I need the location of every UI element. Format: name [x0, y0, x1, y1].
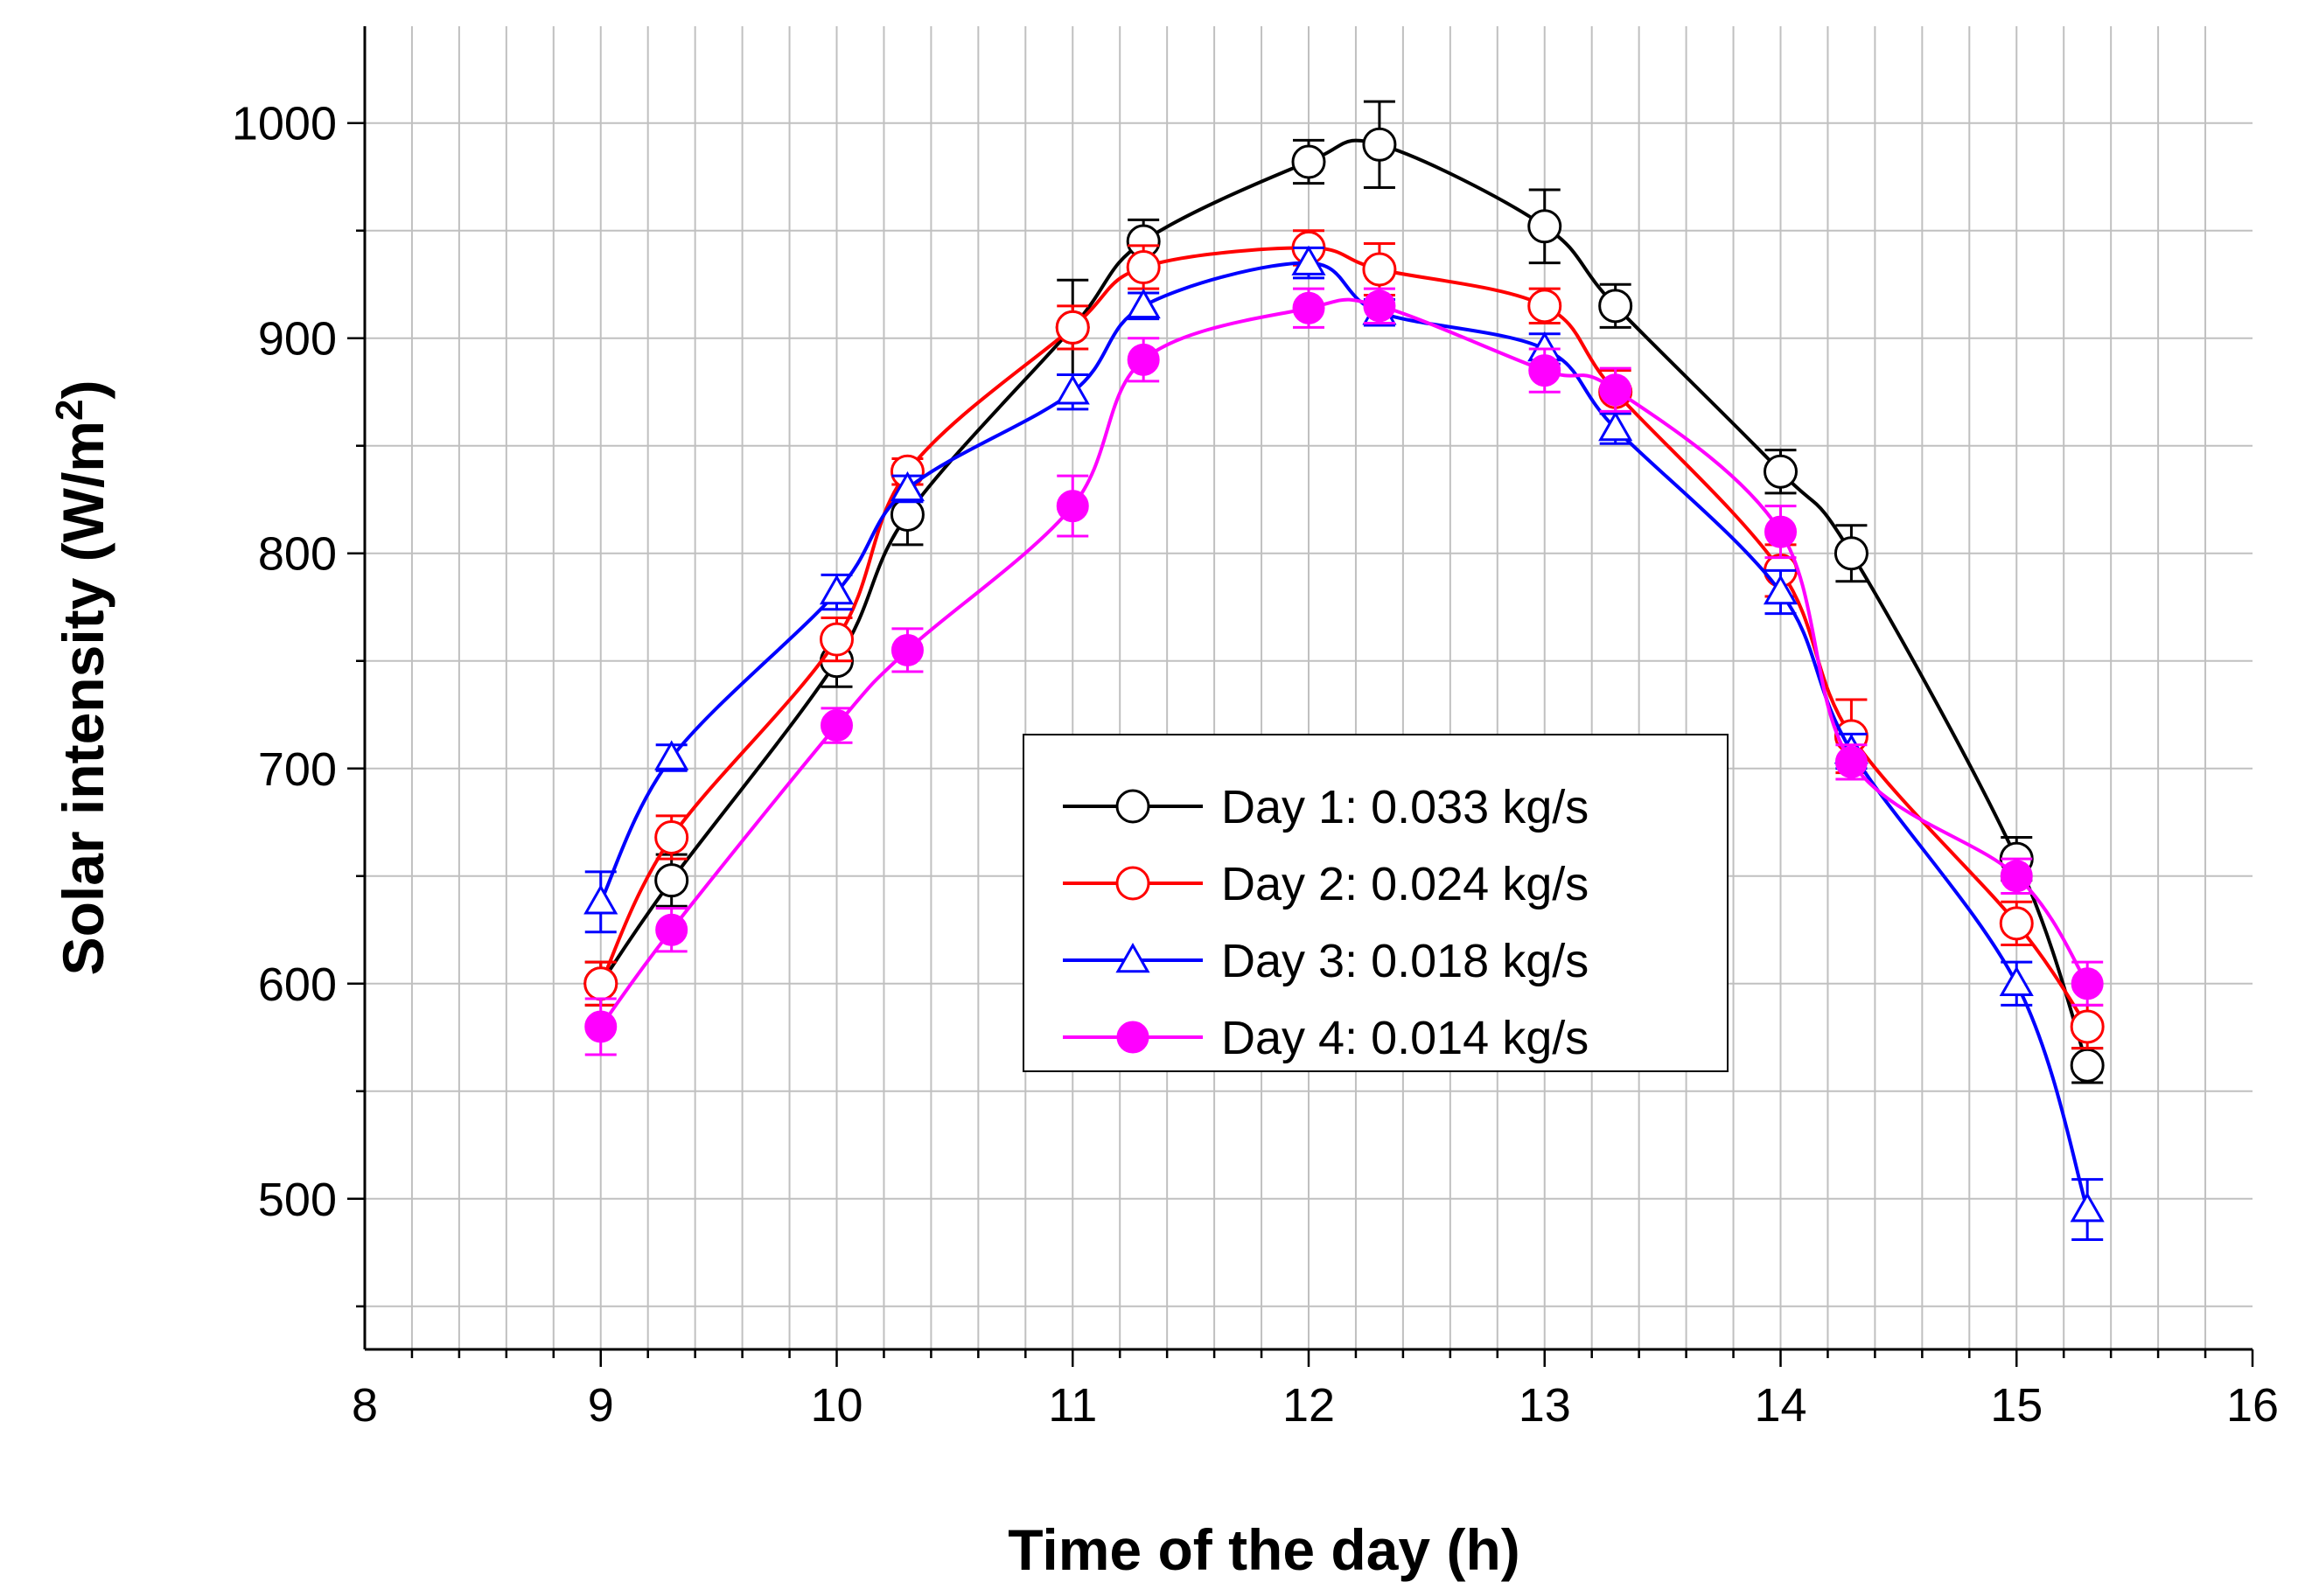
data-point — [2070, 1009, 2105, 1044]
legend: Day 1: 0.033 kg/s Day 2: 0.024 kg/s Day 3:… — [1023, 734, 1729, 1072]
data-point — [1527, 289, 1562, 324]
data-point — [1055, 310, 1090, 345]
y-tick-label: 900 — [258, 313, 337, 366]
y-axis-title: Solar intensity (W/m2) — [48, 380, 115, 976]
data-point — [654, 819, 689, 854]
data-point — [1764, 454, 1798, 489]
y-tick-label: 700 — [258, 743, 337, 796]
data-point — [819, 574, 855, 605]
data-point — [1363, 289, 1396, 323]
y-tick-label: 500 — [258, 1174, 337, 1226]
data-point — [1055, 374, 1090, 405]
data-point — [820, 622, 854, 657]
data-point — [1291, 144, 1326, 179]
legend-label: Day 4: 0.014 kg/s — [1221, 1012, 1589, 1064]
legend-marker — [1115, 789, 1150, 824]
data-point — [1999, 965, 2034, 997]
data-point — [1127, 343, 1160, 376]
y-tick-label: 800 — [258, 528, 337, 581]
data-point — [2000, 860, 2033, 893]
data-point — [1834, 536, 1868, 571]
x-tick-label: 15 — [1990, 1379, 2043, 1432]
tick-labels: 8 9 10 11 12 13 14 15 16 500 600 700 800 900 1000 — [232, 98, 2279, 1432]
data-point — [1126, 288, 1161, 319]
y-axis-title-main: Solar intensity (W/m — [51, 421, 115, 975]
data-point — [1056, 490, 1089, 523]
data-point — [583, 966, 618, 1001]
y-tick-label: 600 — [258, 958, 337, 1011]
x-tick-label: 9 — [588, 1379, 614, 1432]
data-point — [654, 740, 689, 770]
data-point — [1291, 245, 1326, 275]
legend-label: Day 1: 0.033 kg/s — [1221, 781, 1589, 833]
data-point — [1999, 906, 2034, 941]
x-tick-label: 10 — [810, 1379, 863, 1432]
series-layer — [583, 100, 2105, 1242]
data-point — [1599, 373, 1632, 407]
data-point — [2070, 1192, 2105, 1223]
data-point — [1598, 411, 1633, 442]
series-4 — [584, 287, 2104, 1056]
data-point — [1764, 515, 1797, 548]
y-axis-title-superscript: 2 — [48, 400, 91, 421]
data-point — [584, 1010, 618, 1043]
x-axis-title: Time of the day (h) — [1008, 1517, 1520, 1582]
data-point — [1527, 209, 1562, 244]
y-tick-label: 1000 — [232, 98, 337, 150]
data-point — [655, 913, 688, 946]
x-tick-label: 11 — [1048, 1379, 1097, 1432]
data-point — [890, 470, 925, 502]
legend-label: Day 3: 0.018 kg/s — [1221, 935, 1589, 987]
x-tick-label: 13 — [1519, 1379, 1571, 1432]
data-point — [1126, 250, 1161, 285]
data-point — [583, 884, 618, 915]
grid-lines — [365, 26, 2253, 1349]
legend-marker — [1116, 1021, 1149, 1054]
data-point — [821, 709, 853, 742]
x-tick-label: 14 — [1754, 1379, 1806, 1432]
data-point — [1598, 289, 1633, 324]
data-point — [1834, 745, 1868, 778]
x-tick-label: 16 — [2226, 1379, 2279, 1432]
data-point — [2070, 1048, 2105, 1083]
data-point — [654, 863, 689, 898]
x-tick-label: 8 — [352, 1379, 378, 1432]
data-point — [2071, 967, 2104, 1000]
data-point — [1528, 354, 1561, 387]
legend-marker — [1115, 866, 1150, 901]
legend-box — [1023, 734, 1729, 1072]
data-point — [1292, 291, 1325, 324]
legend-label: Day 2: 0.024 kg/s — [1221, 858, 1589, 910]
data-point — [1362, 252, 1397, 287]
legend-marker — [1115, 942, 1150, 973]
data-point — [1763, 574, 1799, 605]
x-tick-label: 12 — [1282, 1379, 1335, 1432]
data-point — [1362, 127, 1397, 162]
axes — [347, 26, 2254, 1367]
y-axis-title-close: ) — [51, 380, 115, 400]
data-point — [891, 633, 924, 666]
data-point — [890, 497, 925, 532]
